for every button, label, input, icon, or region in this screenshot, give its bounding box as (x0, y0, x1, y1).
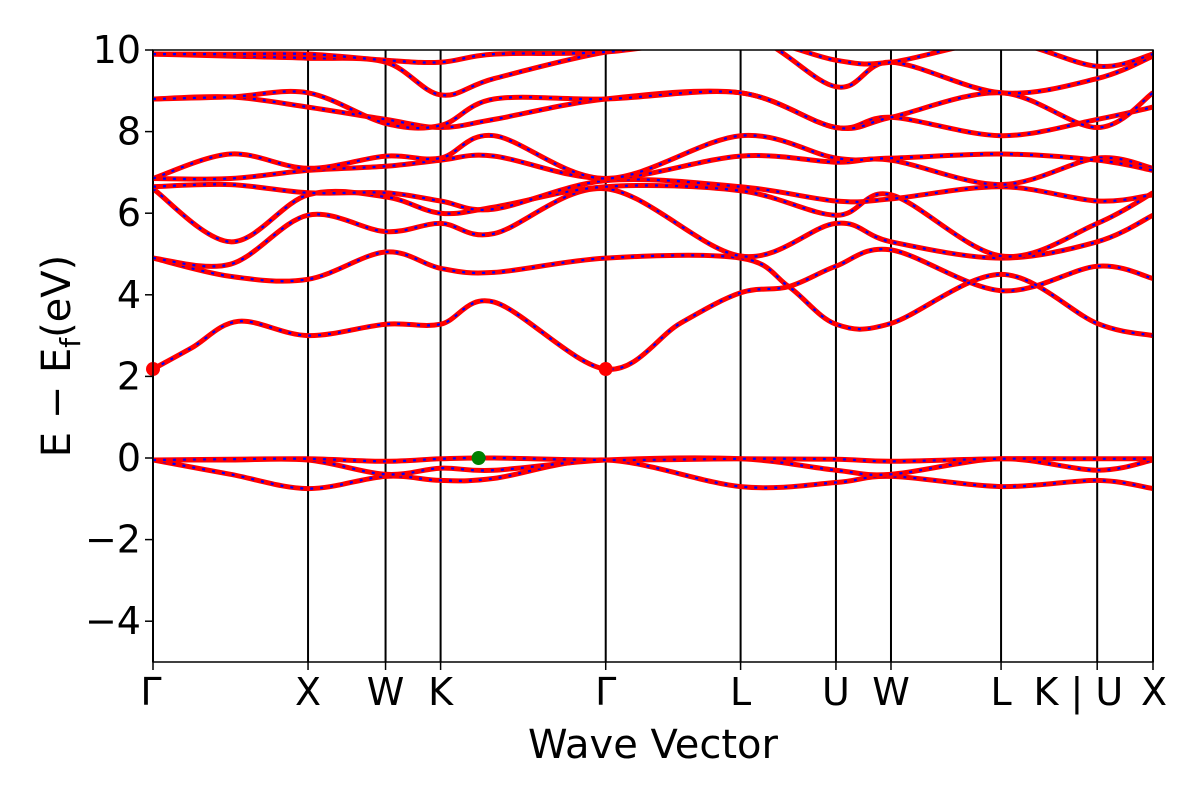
x-tick-label: Γ (595, 670, 616, 714)
y-tick-label: 2 (117, 354, 141, 398)
y-tick-label: 6 (117, 191, 141, 235)
band-lines (153, 50, 1153, 492)
y-tick-label: 4 (117, 273, 141, 317)
y-axis-label-subscript: f (54, 337, 87, 348)
y-axis-label: E − Ef(eV) (34, 255, 87, 458)
extremum-markers (146, 362, 613, 465)
band-0 (153, 457, 1153, 492)
x-tick-label: W (367, 670, 405, 714)
y-tick-label: 8 (117, 110, 141, 154)
y-tick-label: −2 (85, 518, 141, 562)
x-tick-label: U (822, 670, 850, 714)
band-12 (153, 50, 1153, 98)
x-tick-label: L (990, 670, 1011, 714)
band-12-dashed (153, 50, 1153, 97)
cbm-marker-1 (598, 362, 613, 377)
x-tick-label: X (295, 670, 321, 714)
band-4 (153, 249, 1153, 339)
x-tick-label: L (730, 670, 751, 714)
plot-frame (152, 49, 1154, 663)
y-axis-ticks: −4 −2 0 2 4 6 8 10 (85, 28, 153, 643)
y-axis-label-unit: (eV) (34, 255, 80, 338)
y-axis-label-main: E − E (34, 348, 80, 458)
x-tick-label: W (872, 670, 910, 714)
band-11-dashed (153, 90, 1153, 130)
y-tick-label: 0 (117, 436, 141, 480)
x-tick-label: X (1141, 670, 1167, 714)
vbm-marker-2 (471, 451, 486, 465)
x-tick-label: K | U (1033, 670, 1123, 715)
x-tick-label: Γ (140, 670, 161, 714)
y-tick-label: 10 (93, 28, 141, 72)
y-tick-label: −4 (85, 599, 141, 643)
band-13 (153, 50, 1153, 69)
x-tick-label: K (428, 670, 454, 714)
band-11 (153, 88, 1153, 131)
band-4-dashed (153, 250, 1153, 337)
band-10-dashed (153, 90, 1153, 137)
x-axis-label: Wave Vector (528, 722, 779, 768)
band-2 (153, 455, 1153, 464)
band-3 (153, 246, 1153, 372)
band-9-dashed (153, 134, 1153, 180)
band-3-dashed (153, 248, 1153, 371)
band-5-dashed (153, 187, 1153, 268)
band-6-dashed (153, 184, 1153, 258)
high-symmetry-lines (152, 50, 1154, 662)
